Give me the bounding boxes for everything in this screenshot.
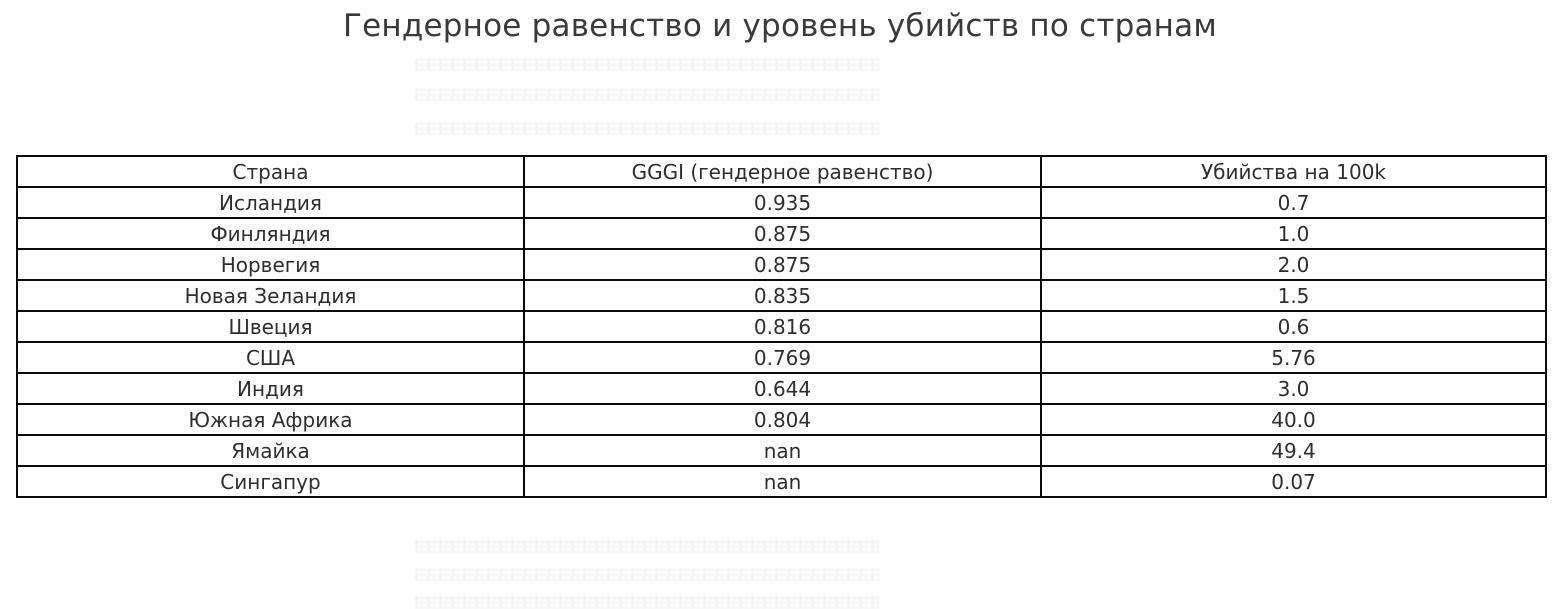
country-cell: Исландия: [16, 186, 525, 219]
ghost-text-artifact: [415, 596, 880, 609]
country-cell: Южная Африка: [16, 403, 525, 436]
country-cell: Норвегия: [16, 248, 525, 281]
murders-cell: 5.76: [1040, 341, 1547, 374]
ghost-text-artifact: [415, 122, 880, 135]
country-cell: Ямайка: [16, 434, 525, 467]
ghost-text-artifact: [415, 88, 880, 101]
table-row: Южная Африка 0.804 40.0: [16, 403, 1547, 436]
murders-cell: 1.5: [1040, 279, 1547, 312]
murders-cell: 0.7: [1040, 186, 1547, 219]
gggi-cell: 0.769: [523, 341, 1042, 374]
gggi-cell: 0.875: [523, 248, 1042, 281]
gggi-cell: 0.875: [523, 217, 1042, 250]
column-header-murders: Убийства на 100k: [1040, 155, 1547, 188]
ghost-text-artifact: [415, 540, 880, 553]
country-cell: Сингапур: [16, 465, 525, 498]
table-row: Индия 0.644 3.0: [16, 372, 1547, 405]
table-row: Сингапур nan 0.07: [16, 465, 1547, 498]
murders-cell: 3.0: [1040, 372, 1547, 405]
gggi-cell: 0.835: [523, 279, 1042, 312]
table-header-row: Страна GGGI (гендерное равенство) Убийст…: [16, 155, 1547, 188]
murders-cell: 49.4: [1040, 434, 1547, 467]
country-cell: Швеция: [16, 310, 525, 343]
murders-cell: 0.07: [1040, 465, 1547, 498]
table-row: Ямайка nan 49.4: [16, 434, 1547, 467]
gggi-cell: 0.804: [523, 403, 1042, 436]
gggi-cell: 0.935: [523, 186, 1042, 219]
column-header-gggi: GGGI (гендерное равенство): [523, 155, 1042, 188]
country-cell: Финляндия: [16, 217, 525, 250]
gggi-cell: 0.644: [523, 372, 1042, 405]
table-row: Новая Зеландия 0.835 1.5: [16, 279, 1547, 312]
country-cell: США: [16, 341, 525, 374]
murders-cell: 1.0: [1040, 217, 1547, 250]
murders-cell: 2.0: [1040, 248, 1547, 281]
murders-cell: 0.6: [1040, 310, 1547, 343]
table-row: Швеция 0.816 0.6: [16, 310, 1547, 343]
page-title: Гендерное равенство и уровень убийств по…: [343, 8, 1217, 44]
ghost-text-artifact: [415, 568, 880, 581]
gggi-cell: nan: [523, 434, 1042, 467]
country-cell: Новая Зеландия: [16, 279, 525, 312]
gggi-cell: 0.816: [523, 310, 1042, 343]
ghost-text-artifact: [415, 58, 880, 71]
table-row: Исландия 0.935 0.7: [16, 186, 1547, 219]
country-cell: Индия: [16, 372, 525, 405]
murders-cell: 40.0: [1040, 403, 1547, 436]
country-data-table: Страна GGGI (гендерное равенство) Убийст…: [16, 155, 1547, 498]
table-row: США 0.769 5.76: [16, 341, 1547, 374]
column-header-country: Страна: [16, 155, 525, 188]
table-row: Норвегия 0.875 2.0: [16, 248, 1547, 281]
table-row: Финляндия 0.875 1.0: [16, 217, 1547, 250]
gggi-cell: nan: [523, 465, 1042, 498]
